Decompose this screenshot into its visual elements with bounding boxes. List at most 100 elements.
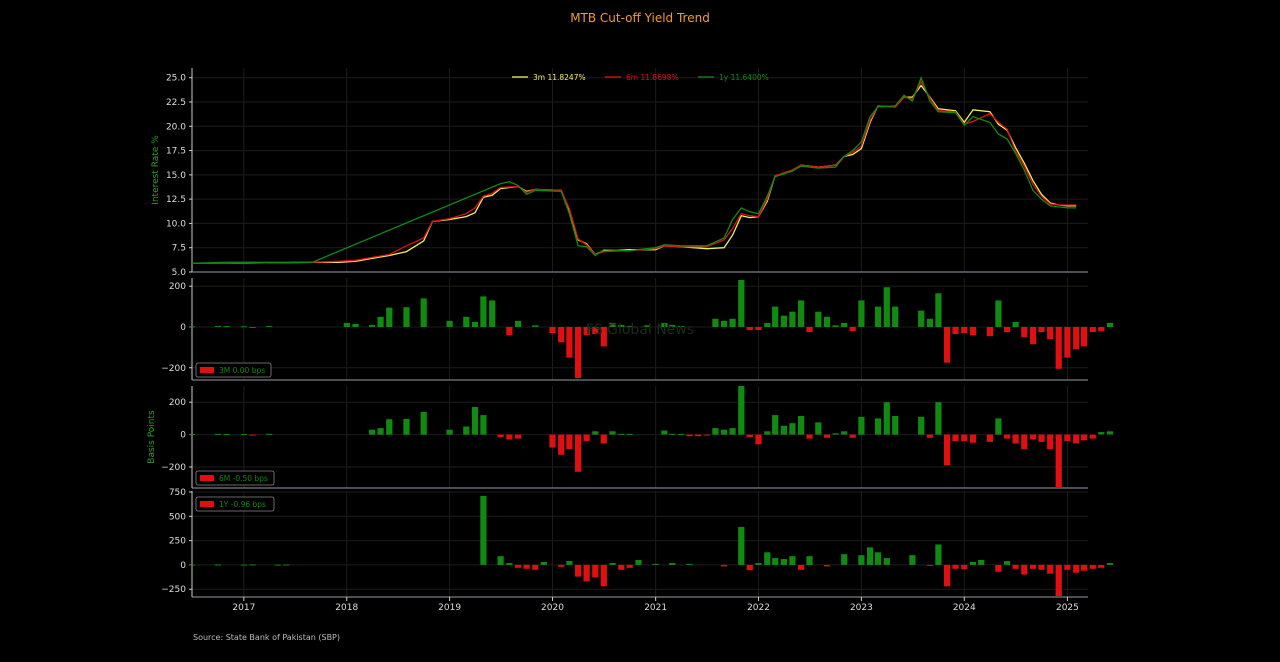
bar [738, 280, 745, 327]
bar [926, 318, 933, 327]
bar [1089, 564, 1096, 569]
bar [549, 434, 556, 448]
bar [558, 564, 565, 567]
bar [772, 558, 779, 565]
bar [721, 320, 728, 327]
bar [883, 287, 890, 327]
bar [755, 563, 762, 565]
bar [892, 416, 899, 435]
y-tick-label: 15.0 [166, 171, 186, 181]
y-tick-label: 12.5 [166, 195, 186, 205]
bar [798, 300, 805, 327]
bar [1030, 434, 1037, 440]
bar [249, 564, 256, 566]
bar [874, 552, 882, 565]
y-tick-label: 200 [169, 398, 186, 408]
bar [1106, 322, 1114, 327]
bar [746, 434, 753, 437]
x-tick-label: 2022 [747, 603, 770, 613]
bar [480, 495, 487, 565]
y-tick-label: −250 [161, 585, 186, 595]
bar [377, 428, 384, 435]
y-tick-label: 20.0 [166, 122, 186, 132]
bar [626, 564, 633, 568]
bar [583, 434, 590, 442]
bar [823, 434, 831, 438]
bar [746, 327, 753, 331]
bar [1081, 327, 1088, 347]
bar [677, 325, 685, 327]
bar [592, 327, 599, 335]
bar [558, 327, 565, 343]
bar [1012, 564, 1019, 569]
bar [575, 327, 582, 378]
bar [1038, 434, 1045, 442]
bar [695, 434, 702, 437]
bar [369, 324, 376, 327]
bar [764, 552, 771, 565]
watermark: FS Global News [586, 322, 694, 338]
bar [738, 527, 745, 565]
bar [1081, 564, 1088, 571]
bar [874, 418, 882, 435]
bar [566, 434, 573, 450]
bar [789, 311, 796, 327]
bar [986, 434, 993, 442]
y-axis-label: Basis Points [147, 410, 157, 464]
bar [506, 434, 513, 440]
bar [789, 556, 796, 565]
bar [566, 327, 573, 358]
bar [918, 310, 925, 327]
bar [918, 416, 925, 435]
bar [1038, 327, 1045, 333]
bar [746, 564, 753, 571]
bar [635, 560, 642, 565]
y-tick-label: 7.5 [172, 244, 186, 254]
bar [523, 564, 530, 569]
bar [798, 564, 805, 570]
bar [558, 434, 565, 455]
bar [686, 434, 693, 437]
y-tick-label: −200 [161, 364, 186, 374]
bar [506, 563, 513, 565]
y-tick-label: 22.5 [166, 98, 186, 108]
bar [1012, 434, 1019, 444]
bar [240, 434, 247, 436]
bar [386, 307, 393, 327]
y-tick-label: 10.0 [166, 219, 186, 229]
y-tick-label: 0 [180, 561, 186, 571]
bar [755, 327, 762, 331]
bar [764, 431, 771, 435]
bar [1038, 564, 1045, 570]
bar [1012, 321, 1019, 327]
bar [1073, 327, 1080, 350]
legend-box [195, 362, 272, 378]
bar [446, 429, 453, 435]
bar [721, 564, 728, 567]
bar [815, 422, 822, 435]
bar [214, 433, 221, 435]
legend-label-m6: 6m 11.8698% [626, 73, 679, 82]
bar [1064, 434, 1071, 442]
bar [403, 307, 410, 327]
source-note: Source: State Bank of Pakistan (SBP) [193, 633, 340, 642]
bar [978, 560, 985, 565]
bar [626, 325, 633, 327]
bar [823, 564, 831, 567]
bar [858, 555, 865, 565]
bar [1089, 327, 1096, 333]
bar [1030, 564, 1037, 569]
bar [986, 327, 993, 337]
y-axis-label: Interest Rate % [151, 135, 161, 205]
bar [1055, 564, 1062, 596]
bar [188, 326, 196, 328]
bar [471, 407, 479, 435]
x-tick-label: 2019 [438, 603, 461, 613]
bar [618, 433, 625, 435]
bar [497, 434, 504, 437]
bar [944, 434, 951, 466]
bar [677, 433, 685, 435]
bar [1055, 434, 1062, 488]
bar [926, 434, 933, 438]
